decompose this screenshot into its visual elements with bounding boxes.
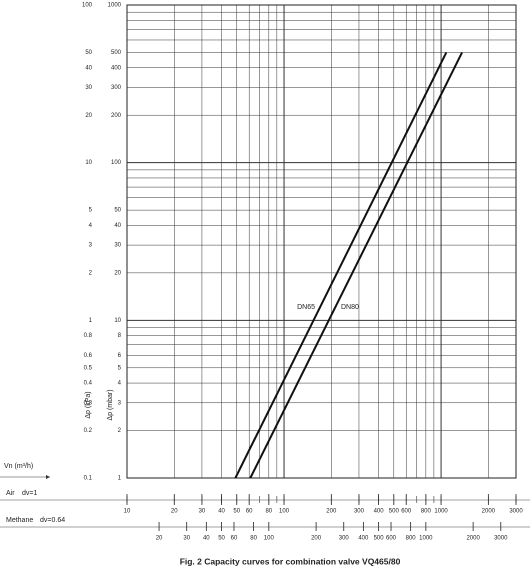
x-tick-label: 20: [171, 509, 178, 515]
x-tick-label: 2000: [482, 509, 496, 515]
air-label: Air: [6, 490, 15, 497]
series-label: DN65: [297, 304, 315, 311]
x-tick-label: 400: [374, 509, 385, 515]
y-tick-label: 0.3: [84, 400, 93, 406]
methane-label: Methane: [6, 517, 33, 524]
y2-tick-label: 50: [114, 208, 121, 214]
x-tick-label: 100: [279, 509, 290, 515]
x-tick-label: 30: [199, 509, 206, 515]
x-tick-label: 200: [326, 509, 337, 515]
methane-tick-label: 600: [386, 536, 397, 542]
methane-tick-label: 80: [250, 536, 257, 542]
y2-tick-label: 100: [111, 160, 122, 166]
x-tick-label: 3000: [509, 509, 523, 515]
y2-tick-label: 5: [118, 365, 122, 371]
methane-tick-label: 200: [311, 536, 322, 542]
methane-tick-label: 50: [218, 536, 225, 542]
curve: [234, 52, 448, 479]
y-tick-label: 30: [85, 85, 92, 91]
methane-tick-label: 60: [231, 536, 238, 542]
y2-tick-label: 20: [114, 270, 121, 276]
y-tick-label: 20: [85, 113, 92, 119]
x-tick-label: 50: [233, 509, 240, 515]
y-tick-label: 0.8: [84, 333, 93, 339]
plot-frame: [126, 4, 517, 479]
y2-tick-label: 4: [118, 381, 122, 387]
y-tick-label: 3: [89, 243, 93, 249]
y-tick-label: 0.5: [84, 365, 93, 371]
y-tick-label: 5: [89, 208, 93, 214]
y2-tick-label: 200: [111, 113, 122, 119]
methane-tick-label: 20: [156, 536, 163, 542]
methane-tick-label: 300: [339, 536, 350, 542]
methane-tick-label: 100: [264, 536, 275, 542]
methane-note: dv=0.64: [40, 517, 65, 524]
x-tick-label: 1000: [434, 509, 448, 515]
x-tick-label: 60: [246, 509, 253, 515]
methane-tick-label: 30: [183, 536, 190, 542]
x-tick-label: 80: [265, 509, 272, 515]
y-tick-label: 40: [85, 65, 92, 71]
methane-tick-label: 3000: [494, 536, 508, 542]
y2-tick-label: 400: [111, 65, 122, 71]
x-tick-label: 300: [354, 509, 365, 515]
y2-tick-label: 3: [118, 400, 122, 406]
methane-tick-label: 400: [358, 536, 369, 542]
y2-tick-label: 10: [114, 318, 121, 324]
methane-tick-label: 1000: [419, 536, 433, 542]
x-tick-label: 600: [401, 509, 412, 515]
x-tick-label: 500: [389, 509, 400, 515]
y2-tick-label: 1: [118, 476, 122, 482]
y-tick-label: 4: [89, 223, 93, 229]
methane-tick-label: 800: [406, 536, 417, 542]
chart-title: Fig. 2 Capacity curves for combination v…: [180, 556, 401, 566]
y-tick-label: 0.6: [84, 353, 93, 359]
y-tick-label: 10: [85, 160, 92, 166]
y2-tick-label: 2: [118, 428, 122, 434]
y-tick-label: 1: [89, 318, 93, 324]
y2-tick-label: 8: [118, 333, 122, 339]
curve: [249, 52, 463, 479]
y-tick-label: 0.2: [84, 428, 93, 434]
y-tick-label: 50: [85, 50, 92, 56]
y-tick-label: 0.4: [84, 381, 93, 387]
series-label: DN80: [341, 304, 359, 311]
y2-tick-label: 500: [111, 50, 122, 56]
y-tick-label: 100: [82, 3, 93, 9]
y2-tick-label: 40: [114, 223, 121, 229]
methane-tick-label: 40: [203, 536, 210, 542]
y2-tick-label: 6: [118, 353, 122, 359]
y2-axis-title: Δp (mbar): [107, 389, 114, 420]
methane-tick-label: 500: [374, 536, 385, 542]
y2-tick-label: 30: [114, 243, 121, 249]
y-tick-label: 0.1: [84, 476, 93, 482]
y2-tick-label: 1000: [108, 3, 122, 9]
air-note: dv=1: [22, 490, 37, 497]
methane-tick-label: 2000: [466, 536, 480, 542]
flow-label: Vn (m³/h): [4, 463, 33, 470]
y2-tick-label: 300: [111, 85, 122, 91]
flow-arrowhead: [46, 475, 50, 479]
x-tick-label: 10: [124, 509, 131, 515]
y-tick-label: 2: [89, 270, 93, 276]
x-tick-label: 40: [218, 509, 225, 515]
x-tick-label: 800: [421, 509, 432, 515]
y-axis-title: Δp (kPa): [85, 391, 92, 418]
